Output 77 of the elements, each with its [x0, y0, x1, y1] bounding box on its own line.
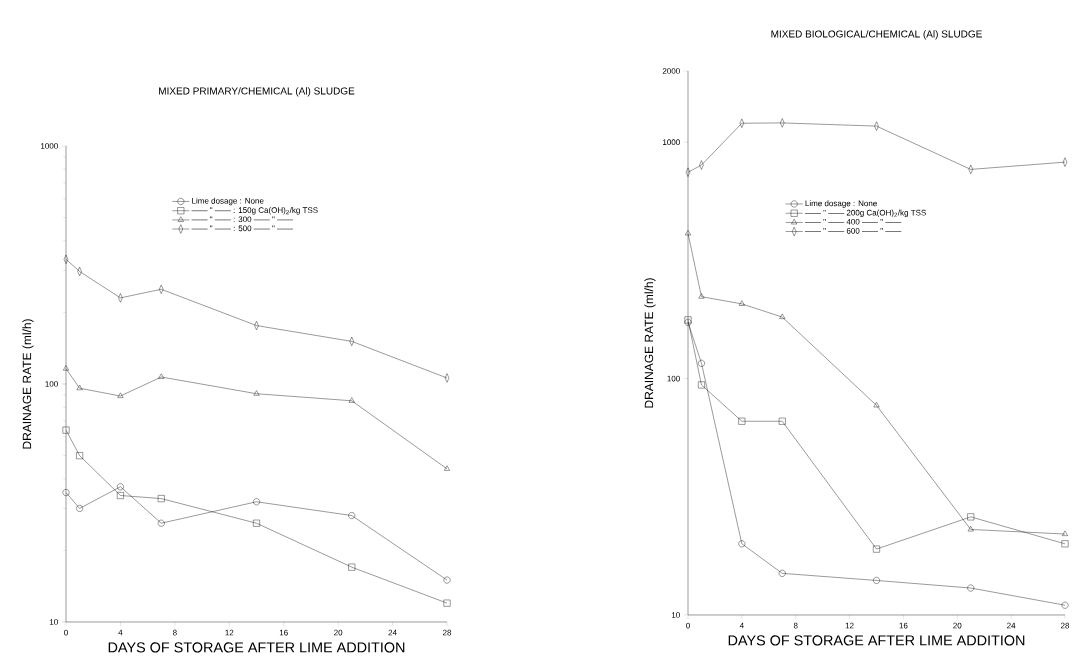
- x-tick-label: 20: [953, 622, 962, 629]
- x-tick-label: 24: [388, 629, 397, 636]
- y-tick-label: 100: [45, 381, 58, 387]
- y-tick-label: 100: [667, 375, 680, 382]
- point: [158, 373, 165, 379]
- point: [62, 426, 70, 434]
- point: [157, 519, 165, 527]
- point: [778, 569, 786, 577]
- x-tick-label: 8: [793, 622, 798, 629]
- legend-label: —— " —— 400 —— " ——: [804, 218, 902, 225]
- point: [253, 519, 260, 527]
- x-tick-label: 8: [172, 629, 177, 636]
- x-axis-title: DAYS OF STORAGE AFTER LIME ADDITION: [108, 642, 405, 653]
- point: [348, 512, 356, 519]
- legend-label: —— " —— 600 —— " ——: [804, 227, 902, 234]
- point: [698, 293, 705, 299]
- legend-label: —— " —— : 150g Ca(OH)$_{2}$/kg TSS: [191, 207, 318, 215]
- y-tick-label: 10: [49, 619, 58, 625]
- point: [698, 359, 705, 367]
- point: [738, 540, 746, 548]
- point: [348, 397, 355, 403]
- legend-label: —— " —— : 300 —— " ——: [191, 216, 294, 223]
- x-tick-label: 20: [334, 629, 343, 636]
- legend-label: —— " —— : 500 —— " ——: [191, 225, 294, 232]
- point: [157, 495, 165, 502]
- point: [873, 402, 880, 408]
- point: [1061, 540, 1069, 548]
- y-tick-label: 10: [671, 612, 680, 618]
- point: [873, 577, 880, 584]
- point: [117, 492, 124, 499]
- chart-title: MIXED PRIMARY/CHEMICAL (Al) SLUDGE: [159, 87, 355, 97]
- point: [967, 513, 975, 521]
- point: [778, 417, 786, 425]
- point: [698, 381, 705, 389]
- point: [685, 230, 691, 236]
- point: [117, 483, 124, 491]
- legend-label: Lime dosage : None: [192, 197, 264, 206]
- point: [117, 392, 124, 398]
- point: [253, 498, 260, 506]
- point: [779, 313, 786, 319]
- x-tick-label: 16: [279, 629, 288, 636]
- point: [63, 365, 69, 371]
- x-tick-label: 4: [739, 622, 744, 629]
- chart-title: MIXED BIOLOGICAL/CHEMICAL (Al) SLUDGE: [771, 30, 982, 40]
- point: [76, 452, 84, 460]
- x-tick-label: 0: [686, 622, 690, 629]
- point: [1062, 530, 1068, 536]
- x-tick-label: 28: [1060, 622, 1070, 629]
- point: [967, 526, 974, 532]
- point: [76, 505, 84, 512]
- point: [62, 489, 70, 496]
- legend-label: —— " —— 200g Ca(OH)$_{2}$/kg TSS: [804, 209, 926, 218]
- point: [253, 390, 260, 396]
- point: [967, 584, 975, 592]
- x-axis-title: DAYS OF STORAGE AFTER LIME ADDITION: [728, 635, 1025, 646]
- y-tick-label: 2000: [662, 68, 680, 74]
- point: [348, 563, 356, 571]
- point: [443, 599, 451, 607]
- y-axis-title: DRAINAGE RATE (ml/h): [22, 319, 34, 449]
- x-tick-label: 16: [899, 622, 908, 629]
- point: [1061, 601, 1069, 609]
- legend-label: Lime dosage : None: [805, 200, 877, 208]
- point: [738, 300, 745, 306]
- x-tick-label: 28: [442, 629, 452, 636]
- point: [443, 576, 451, 584]
- x-tick-label: 4: [118, 629, 123, 636]
- x-tick-label: 24: [1007, 622, 1016, 629]
- point: [444, 465, 450, 471]
- x-tick-label: 12: [845, 622, 854, 629]
- point: [76, 384, 83, 390]
- y-tick-label: 1000: [663, 139, 680, 145]
- y-tick-label: 1000: [41, 143, 58, 149]
- point: [738, 417, 746, 425]
- x-tick-label: 0: [64, 629, 68, 636]
- point: [873, 545, 880, 553]
- y-axis-title: DRAINAGE RATE (ml/h): [644, 278, 656, 408]
- x-tick-label: 12: [225, 629, 234, 636]
